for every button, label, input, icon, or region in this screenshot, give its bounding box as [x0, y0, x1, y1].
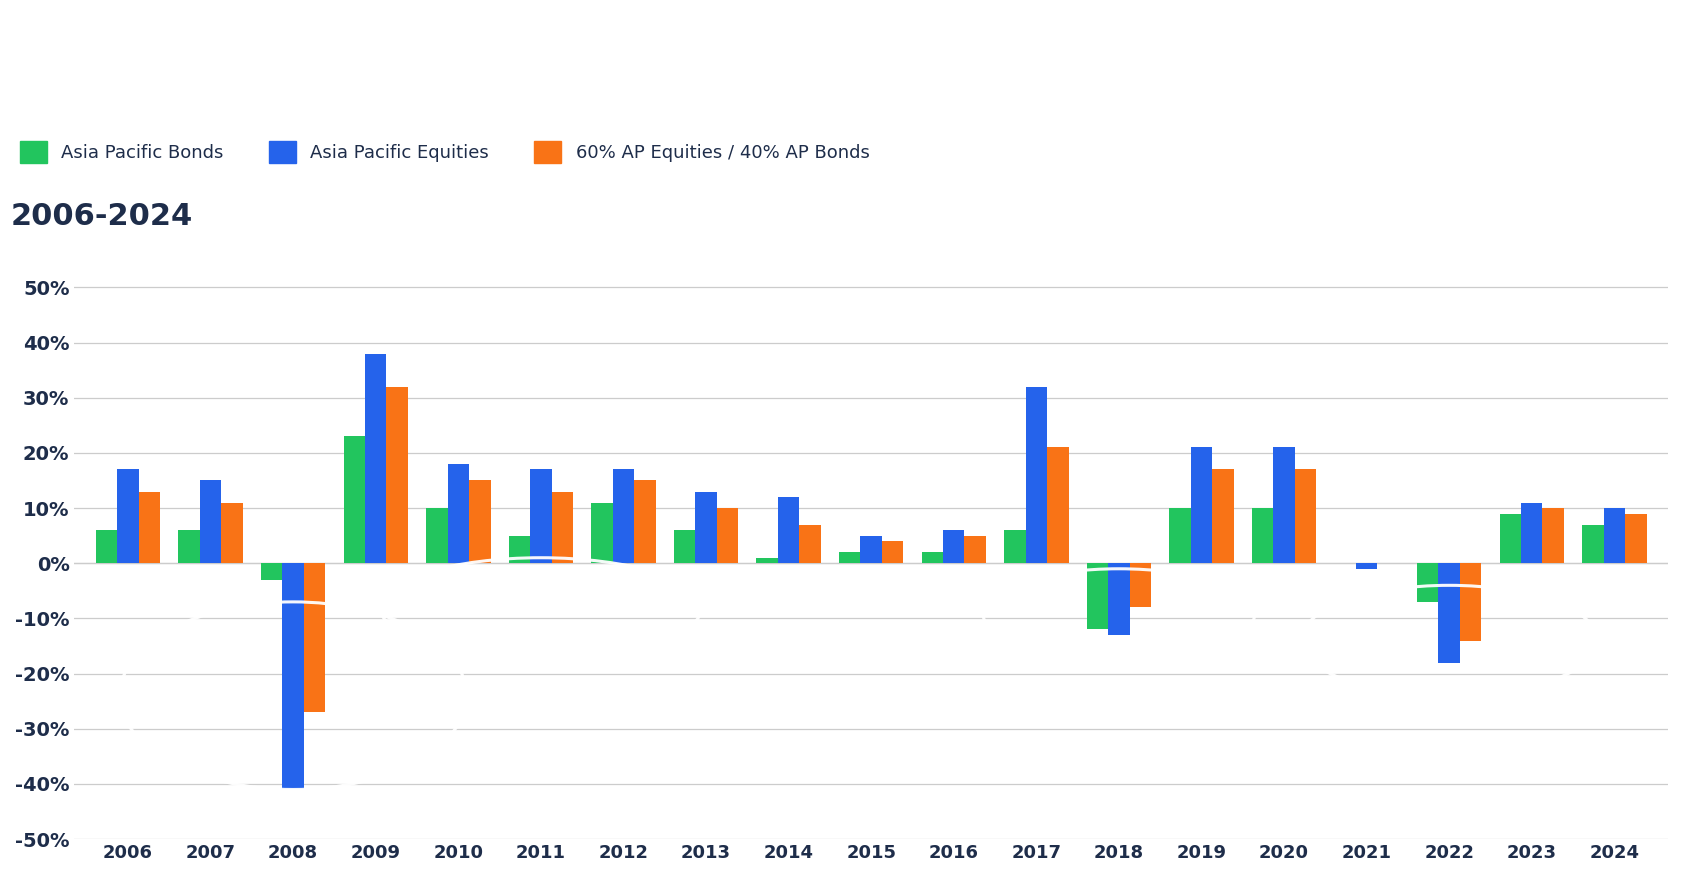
Bar	[96, 530, 118, 563]
Bar	[1107, 563, 1129, 635]
Bar	[717, 508, 738, 563]
Bar	[1625, 514, 1645, 563]
Bar	[178, 530, 200, 563]
Bar	[1004, 530, 1024, 563]
Bar	[590, 503, 612, 563]
Bar	[839, 553, 860, 563]
Bar	[1191, 447, 1211, 563]
Bar	[1356, 563, 1376, 569]
Bar	[964, 536, 986, 563]
Bar	[1169, 508, 1191, 563]
Bar	[343, 437, 365, 563]
Bar	[612, 469, 634, 563]
Bar	[552, 491, 574, 563]
Bar	[942, 530, 964, 563]
Bar	[1521, 503, 1542, 563]
Bar	[799, 524, 821, 563]
Bar	[1603, 508, 1625, 563]
Bar	[1129, 563, 1150, 608]
Bar	[1416, 563, 1438, 602]
Bar	[1542, 508, 1563, 563]
Bar	[881, 541, 903, 563]
Bar	[283, 563, 304, 789]
Bar	[634, 481, 656, 563]
Bar	[922, 553, 942, 563]
Bar	[1024, 387, 1046, 563]
Bar	[447, 464, 469, 563]
Bar	[304, 563, 325, 712]
Bar	[1581, 524, 1603, 563]
Bar	[387, 387, 407, 563]
Bar	[426, 508, 447, 563]
Bar	[1211, 469, 1233, 563]
Text: 2006-2024: 2006-2024	[10, 202, 193, 231]
Bar	[261, 563, 283, 580]
Bar	[138, 491, 160, 563]
Bar	[695, 491, 717, 563]
Bar	[1251, 508, 1273, 563]
Bar	[1273, 447, 1293, 563]
Bar	[118, 469, 138, 563]
Bar	[1293, 469, 1315, 563]
Bar	[222, 503, 242, 563]
Bar	[1499, 514, 1521, 563]
Bar	[1458, 563, 1480, 640]
Bar	[1087, 563, 1107, 630]
Legend: Asia Pacific Bonds, Asia Pacific Equities, 60% AP Equities / 40% AP Bonds: Asia Pacific Bonds, Asia Pacific Equitie…	[20, 141, 870, 163]
Bar	[200, 481, 222, 563]
Bar	[469, 481, 489, 563]
Bar	[1438, 563, 1458, 662]
Bar	[673, 530, 695, 563]
Bar	[860, 536, 881, 563]
Bar	[530, 469, 552, 563]
Bar	[755, 558, 777, 563]
Bar	[508, 536, 530, 563]
Bar	[777, 497, 799, 563]
Bar	[1046, 447, 1068, 563]
Bar	[365, 353, 387, 563]
